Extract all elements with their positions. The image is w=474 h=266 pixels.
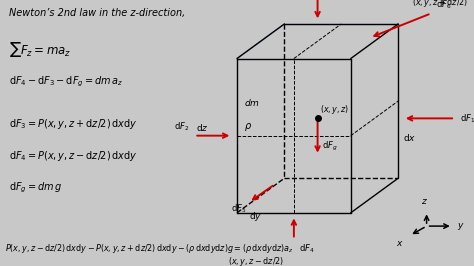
Text: $\mathrm{d}F_4$: $\mathrm{d}F_4$ [299, 242, 314, 255]
Text: Newton’s 2nd law in the z-direction,: Newton’s 2nd law in the z-direction, [9, 8, 186, 18]
Text: $\mathrm{d}F_3 = P(x, y, z + \mathrm{d}z/2)\, \mathrm{d}x\mathrm{d}y$: $\mathrm{d}F_3 = P(x, y, z + \mathrm{d}z… [9, 117, 138, 131]
Text: $x$: $x$ [396, 239, 403, 248]
Text: $\mathrm{d}F_6$: $\mathrm{d}F_6$ [436, 0, 452, 11]
Text: $\mathrm{d}F_1$: $\mathrm{d}F_1$ [460, 112, 474, 124]
Text: $\mathrm{d}F_4 = P(x, y, z - \mathrm{d}z/2)\, \mathrm{d}x\mathrm{d}y$: $\mathrm{d}F_4 = P(x, y, z - \mathrm{d}z… [9, 149, 138, 163]
Text: $(x,y,z+\mathrm{d}z/2)$: $(x,y,z+\mathrm{d}z/2)$ [412, 0, 468, 9]
Text: $(x,y,z-\mathrm{d}z/2)$: $(x,y,z-\mathrm{d}z/2)$ [228, 255, 284, 266]
Text: $\sum F_z = ma_z$: $\sum F_z = ma_z$ [9, 40, 72, 59]
Text: $z$: $z$ [421, 197, 428, 206]
Text: $\mathrm{d}z$: $\mathrm{d}z$ [196, 122, 209, 133]
Text: $dm$: $dm$ [244, 97, 260, 108]
Text: $\mathrm{d}F_g$: $\mathrm{d}F_g$ [322, 140, 338, 153]
Text: $\mathrm{d}y$: $\mathrm{d}y$ [249, 210, 263, 223]
Text: $\mathrm{d}F_5$: $\mathrm{d}F_5$ [231, 202, 246, 215]
Text: $\mathrm{d}F_2$: $\mathrm{d}F_2$ [174, 120, 190, 133]
Text: $\mathrm{d}F_g = dm\, g$: $\mathrm{d}F_g = dm\, g$ [9, 181, 63, 195]
Text: $(x,y,z)$: $(x,y,z)$ [320, 103, 349, 116]
Text: $\mathrm{d}x$: $\mathrm{d}x$ [403, 132, 416, 143]
Text: $\mathrm{d}F_4 - \mathrm{d}F_3 - \mathrm{d}F_g = dm\, a_z$: $\mathrm{d}F_4 - \mathrm{d}F_3 - \mathrm… [9, 74, 124, 89]
Text: $y$: $y$ [457, 221, 465, 232]
Text: $\rho$: $\rho$ [244, 121, 252, 133]
Text: $P(x,y,z-\mathrm{d}z/2)\,\mathrm{d}x\mathrm{d}y - P(x,y,z+\mathrm{d}z/2)\,\mathr: $P(x,y,z-\mathrm{d}z/2)\,\mathrm{d}x\mat… [5, 242, 293, 255]
